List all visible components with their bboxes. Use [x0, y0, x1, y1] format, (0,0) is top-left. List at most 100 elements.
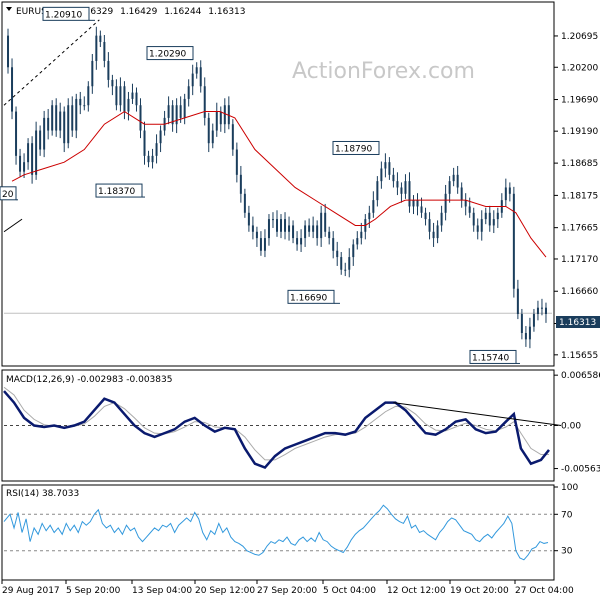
candle-body — [147, 155, 150, 163]
candle-body — [388, 162, 391, 175]
price-tick-label: 1.19190 — [561, 127, 598, 137]
candle-body — [151, 155, 154, 163]
candle-body — [320, 212, 323, 239]
candle-body — [207, 117, 210, 144]
candle-body — [155, 143, 158, 156]
candle-body — [328, 231, 331, 239]
current-price-label: 1.16313 — [559, 318, 596, 328]
candle-body — [280, 219, 283, 232]
level-label-text: 1.16690 — [290, 293, 327, 303]
candle-body — [372, 200, 375, 213]
price-tick-label: 1.17170 — [561, 255, 598, 265]
candle-body — [179, 105, 182, 118]
candle-body — [340, 257, 343, 270]
rsi-tick-label: 30 — [561, 547, 573, 557]
level-label-text: 1.18790 — [335, 144, 372, 154]
candle-body — [284, 219, 287, 232]
price-tick-label: 1.15655 — [561, 351, 598, 361]
candle-body — [300, 238, 303, 245]
candle-body — [380, 168, 383, 182]
price-tick-label: 1.20200 — [561, 63, 598, 73]
time-tick-label: 27 Oct 04:00 — [515, 586, 574, 596]
candle-body — [267, 219, 270, 239]
candle-body — [235, 149, 238, 175]
level-label-box — [146, 46, 194, 61]
candle-body — [296, 238, 299, 245]
candle-body — [288, 225, 291, 232]
candle-body — [524, 332, 527, 340]
rsi-line — [3, 504, 549, 561]
macd-tick-label: 0.006586 — [561, 371, 600, 381]
candle-body — [368, 212, 371, 220]
candle-body — [139, 105, 142, 131]
collapse-arrow-icon[interactable] — [6, 7, 12, 11]
open-value: 1.16329 — [76, 7, 113, 17]
high-value: 1.16429 — [120, 7, 157, 17]
candle-body — [251, 225, 254, 232]
candle-body — [95, 35, 98, 61]
candle-body — [263, 238, 266, 251]
rsi-panel-frame — [1, 484, 555, 581]
price-tick-label: 1.18685 — [561, 159, 598, 169]
candle-body — [440, 212, 443, 226]
level-label-box — [469, 349, 517, 364]
candle-body — [432, 231, 435, 239]
candle-body — [400, 187, 403, 194]
candle-body — [27, 143, 30, 163]
level-label-text: 1.15740 — [472, 353, 509, 363]
candle-body — [259, 238, 262, 251]
macd-signal-line — [3, 386, 549, 461]
price-tick-label: 1.17665 — [561, 224, 598, 234]
candle-body — [99, 35, 102, 42]
candle-body — [15, 111, 18, 156]
candle-body — [43, 117, 46, 150]
time-tick-label: 29 Aug 2017 — [2, 586, 60, 596]
candle-body — [191, 73, 194, 87]
level-label-box — [42, 6, 90, 21]
candle-body — [476, 225, 479, 232]
candle-body — [392, 174, 395, 182]
candle-body — [528, 326, 531, 340]
rsi-series — [3, 504, 552, 561]
candle-body — [187, 86, 190, 99]
candle-body — [91, 60, 94, 87]
candle-body — [39, 130, 42, 150]
candle-body — [123, 86, 126, 112]
candle-body — [87, 86, 90, 106]
candle-body — [19, 155, 22, 172]
candle-body — [512, 193, 515, 289]
candle-body — [135, 92, 138, 106]
candle-body — [484, 212, 487, 220]
candle-body — [492, 219, 495, 226]
time-tick-label: 13 Sep 04:00 — [132, 586, 192, 596]
time-axis: 29 Aug 2017 5 Sep 20:00 13 Sep 04:00 20 Sep… — [1, 580, 574, 596]
candle-body — [416, 200, 419, 207]
close-value: 1.16313 — [208, 7, 245, 17]
time-tick-label: 19 Oct 20:00 — [450, 586, 509, 596]
candle-body — [271, 219, 274, 221]
candle-body — [7, 35, 10, 68]
macd-tick-label: -0.005634 — [561, 465, 600, 475]
macd-title: MACD(12,26,9) -0.002983 -0.003835 — [6, 375, 172, 385]
candle-body — [119, 86, 122, 106]
candle-body — [436, 225, 439, 239]
candle-body — [107, 60, 110, 80]
candle-body — [75, 98, 78, 131]
candle-body — [396, 181, 399, 188]
macd-tick-label: 0.00 — [561, 422, 581, 432]
level-label-text: 1.20290 — [149, 50, 186, 60]
moving-average-line — [11, 110, 547, 258]
candle-body — [404, 181, 407, 194]
candle-body — [508, 187, 511, 194]
candle-body — [376, 181, 379, 201]
candle-body — [472, 212, 475, 226]
candle-body — [211, 130, 214, 144]
rsi-axis: 100 70 30 — [554, 483, 578, 557]
candle-body — [464, 200, 467, 207]
candle-body — [316, 225, 319, 239]
time-tick-label: 12 Oct 12:00 — [387, 586, 446, 596]
candle-body — [219, 111, 222, 125]
candle-body — [159, 130, 162, 144]
rsi-tick-label: 100 — [561, 483, 578, 493]
price-panel-frame — [1, 1, 555, 367]
